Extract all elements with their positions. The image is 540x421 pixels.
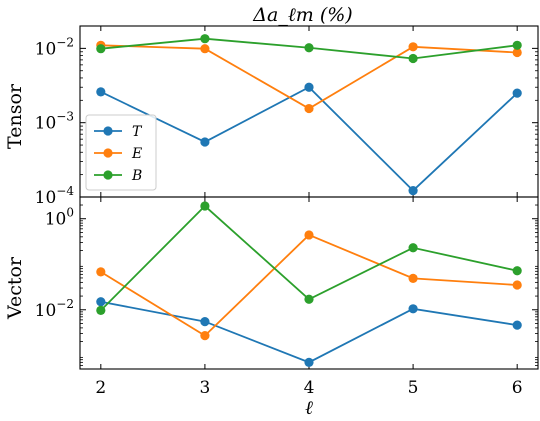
data-point-b bbox=[408, 243, 418, 253]
data-point-e bbox=[408, 273, 418, 283]
data-point-e bbox=[304, 230, 314, 240]
legend-marker-t bbox=[103, 126, 113, 136]
data-point-b bbox=[96, 305, 106, 315]
data-point-e bbox=[304, 103, 314, 114]
y-tick-label: 10−2 bbox=[35, 35, 74, 59]
y-tick-label: 10−2 bbox=[35, 297, 74, 321]
data-point-t bbox=[96, 297, 106, 307]
panel-vector: 100 10−2 Vector bbox=[4, 196, 539, 370]
data-point-e bbox=[96, 267, 106, 277]
data-point-b bbox=[512, 266, 522, 276]
data-point-b bbox=[304, 294, 314, 304]
data-point-e bbox=[408, 42, 418, 52]
data-point-t bbox=[200, 316, 210, 327]
y-tick-label: 10−3 bbox=[35, 110, 74, 134]
data-point-t bbox=[512, 320, 522, 330]
data-point-b bbox=[96, 44, 106, 54]
data-point-t bbox=[408, 185, 418, 196]
legend: TEB bbox=[85, 114, 157, 191]
legend-marker-b bbox=[103, 170, 113, 180]
data-point-b bbox=[200, 201, 210, 211]
data-point-e bbox=[200, 44, 210, 54]
x-tick-label: 6 bbox=[512, 378, 523, 398]
panel-frame bbox=[79, 196, 539, 370]
x-tick-label: 5 bbox=[408, 378, 419, 398]
data-point-e bbox=[512, 47, 522, 58]
data-point-e bbox=[200, 331, 210, 341]
y-tick-label: 10−4 bbox=[35, 184, 75, 208]
data-point-t bbox=[512, 88, 522, 98]
x-axis-label: ℓ bbox=[305, 397, 313, 419]
x-tick-label: 2 bbox=[95, 378, 106, 398]
data-point-t bbox=[200, 137, 210, 147]
y-axis-label-tensor: Tensor bbox=[4, 83, 26, 149]
x-tick-label: 3 bbox=[199, 378, 210, 398]
series-line-t bbox=[100, 86, 518, 192]
data-point-t bbox=[304, 82, 314, 92]
series-line-e bbox=[100, 44, 518, 110]
y-tick-label: 100 bbox=[45, 206, 74, 230]
legend-label-t: T bbox=[132, 124, 143, 140]
series-line-e bbox=[100, 233, 518, 337]
data-point-t bbox=[96, 87, 106, 97]
legend-label-b: B bbox=[131, 168, 142, 184]
data-point-b bbox=[408, 53, 418, 64]
data-point-e bbox=[512, 280, 522, 290]
data-point-b bbox=[304, 43, 314, 53]
legend-marker-e bbox=[103, 148, 113, 158]
data-point-b bbox=[512, 40, 522, 50]
legend-label-e: E bbox=[131, 146, 142, 162]
panel-tensor: 10−2 10−3 10−4 Tensor bbox=[4, 25, 539, 208]
y-axis-label-vector: Vector bbox=[4, 256, 26, 320]
chart-title: Δa_ℓm (%) bbox=[252, 4, 352, 26]
x-tick-label: 4 bbox=[304, 378, 315, 398]
data-point-b bbox=[200, 34, 210, 44]
data-point-t bbox=[408, 304, 418, 314]
data-point-t bbox=[304, 357, 314, 367]
